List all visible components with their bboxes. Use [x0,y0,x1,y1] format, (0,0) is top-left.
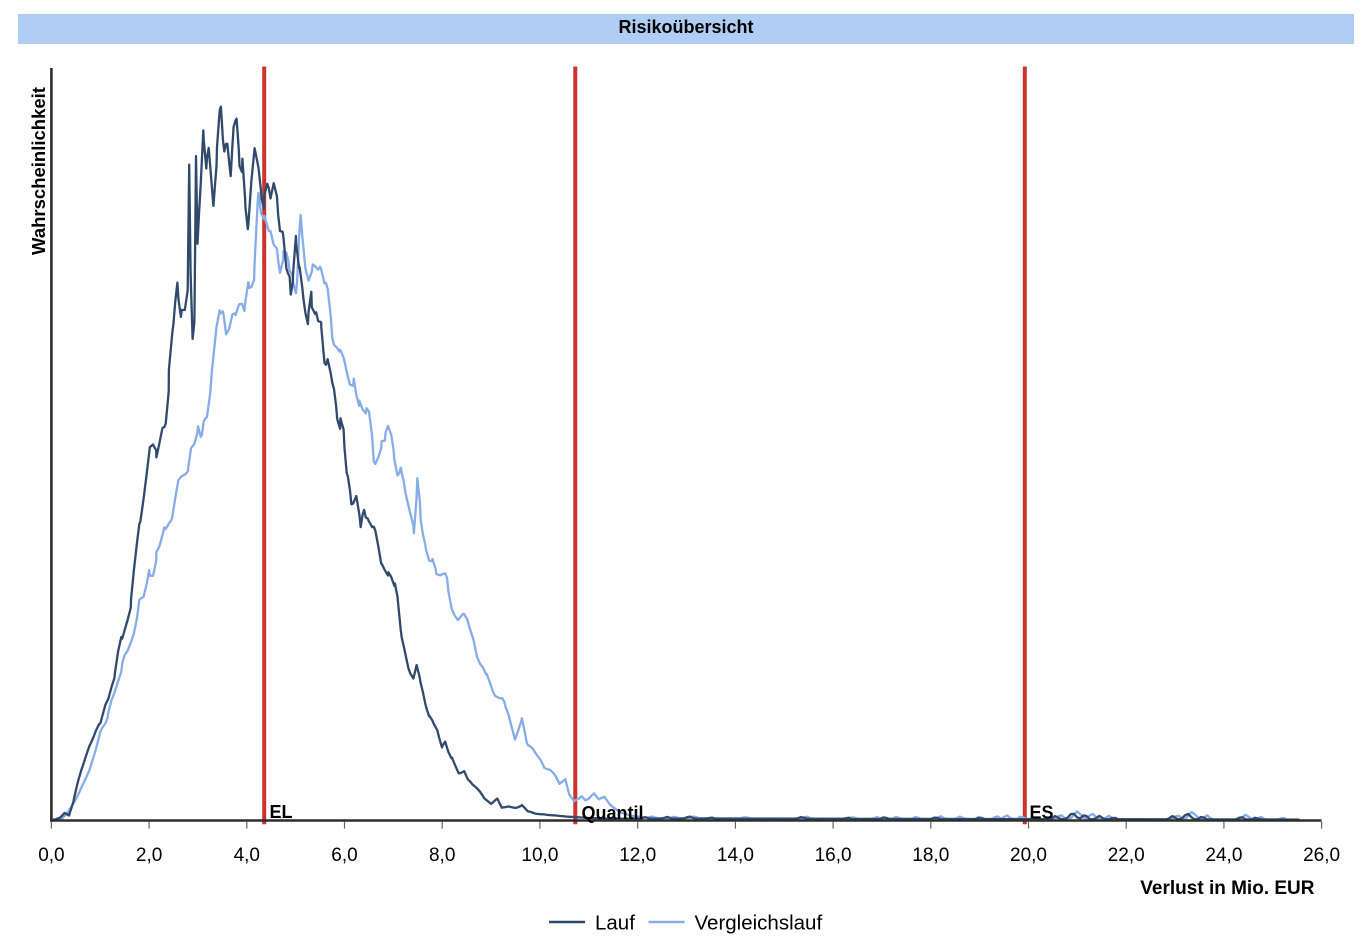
svg-text:8,0: 8,0 [429,845,455,866]
svg-text:10,0: 10,0 [521,845,558,866]
svg-text:2,0: 2,0 [136,845,162,866]
svg-text:18,0: 18,0 [912,845,949,866]
svg-text:Lauf: Lauf [595,912,635,935]
svg-text:4,0: 4,0 [234,845,260,866]
svg-text:16,0: 16,0 [815,845,852,866]
svg-text:20,0: 20,0 [1010,845,1047,866]
svg-text:Wahrscheinlichkeit: Wahrscheinlichkeit [28,87,49,255]
svg-text:24,0: 24,0 [1205,845,1242,866]
svg-text:Verlust in Mio. EUR: Verlust in Mio. EUR [1140,878,1314,899]
svg-text:22,0: 22,0 [1108,845,1145,866]
svg-text:14,0: 14,0 [717,845,754,866]
svg-text:6,0: 6,0 [331,845,357,866]
svg-text:0,0: 0,0 [38,845,64,866]
svg-text:ES: ES [1030,803,1054,823]
svg-text:12,0: 12,0 [619,845,656,866]
svg-text:Quantil: Quantil [582,803,644,823]
svg-text:26,0: 26,0 [1303,845,1340,866]
svg-text:Vergleichslauf: Vergleichslauf [695,912,823,935]
svg-text:EL: EL [270,802,293,822]
